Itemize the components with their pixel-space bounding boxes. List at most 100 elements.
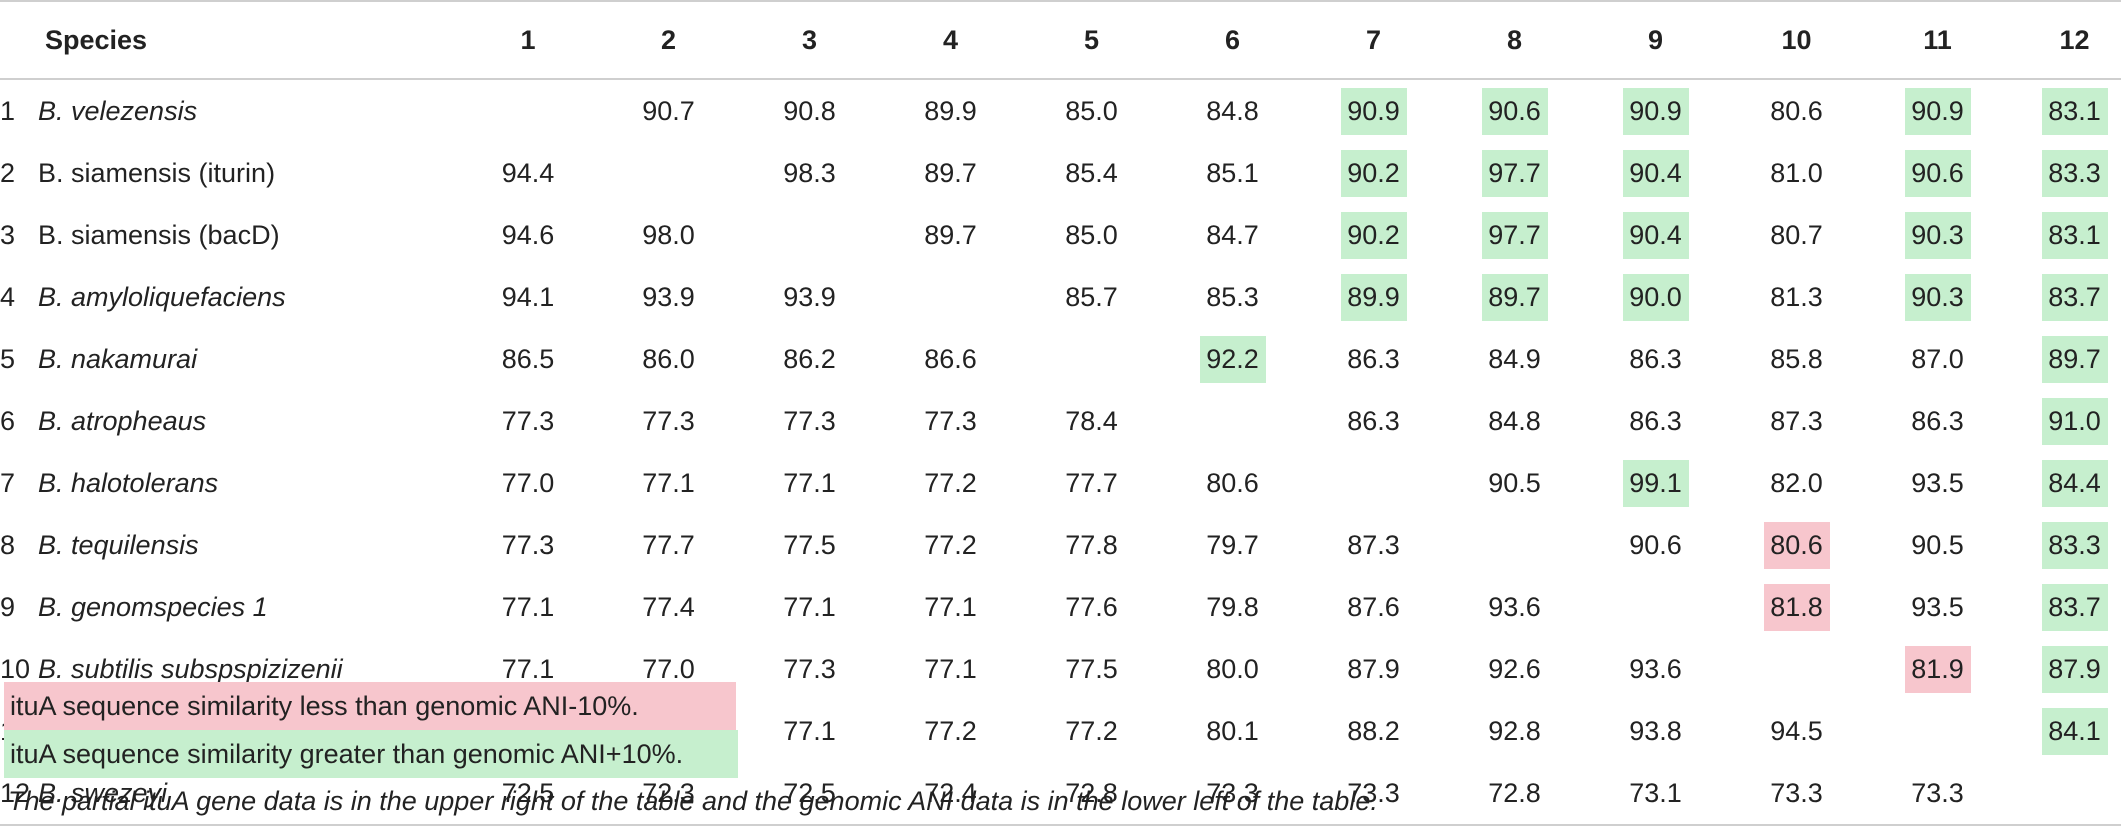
cell-value: 90.5 <box>1911 529 1964 560</box>
table-cell: 93.5 <box>1867 576 2008 638</box>
cell-value: 77.0 <box>642 653 695 684</box>
cell-value-green: 83.7 <box>2041 583 2108 631</box>
table-cell: 89.7 <box>1444 266 1585 328</box>
cell-value-green: 90.2 <box>1340 149 1407 197</box>
table-cell: 77.6 <box>1021 576 1162 638</box>
cell-value: 85.1 <box>1206 157 1259 188</box>
cell-value: 77.1 <box>501 591 555 622</box>
table-cell: 85.0 <box>1021 204 1162 266</box>
table-cell: 86.3 <box>1867 390 2008 452</box>
table-cell: 77.2 <box>880 452 1021 514</box>
cell-value: 86.3 <box>1629 343 1682 374</box>
table-header-row: Species 1 2 3 4 5 6 7 8 9 10 11 12 <box>0 0 2121 80</box>
cell-value: 86.2 <box>783 343 836 374</box>
cell-value: 94.5 <box>1770 715 1823 746</box>
cell-value: 90.7 <box>642 95 695 126</box>
table-cell: 72.5 <box>739 762 881 826</box>
table-cell: 84.8 <box>1162 79 1303 142</box>
cell-value-green: 84.4 <box>2041 459 2108 507</box>
cell-value: 86.3 <box>1629 405 1682 436</box>
cell-value: 72.4 <box>924 777 977 808</box>
cell-value: 98.0 <box>642 219 695 250</box>
cell-value: 87.6 <box>1347 591 1400 622</box>
table-cell: 90.3 <box>1867 204 2008 266</box>
species-name: B. siamensis (bacD) <box>38 219 280 250</box>
table-cell: 77.4 <box>598 576 739 638</box>
legend-green: ituA sequence similarity greater than ge… <box>4 730 738 778</box>
table-cell: 77.3 <box>458 514 598 576</box>
cell-value: 77.2 <box>1065 715 1118 746</box>
table-cell: 98.0 <box>598 204 739 266</box>
column-header-11: 11 <box>1867 0 2009 80</box>
cell-value: 79.7 <box>1206 529 1259 560</box>
table-cell: 92.6 <box>1444 638 1585 700</box>
species-name: B. atropheaus <box>38 405 207 436</box>
table-cell: 88.2 <box>1303 700 1444 762</box>
cell-value: 85.4 <box>1065 157 1118 188</box>
table-cell <box>1444 514 1585 576</box>
cell-value-green: 84.1 <box>2041 707 2108 755</box>
row-index: 4 <box>0 281 16 312</box>
table-cell: 85.8 <box>1726 328 1867 390</box>
table-cell: 90.2 <box>1303 204 1444 266</box>
table-cell: 77.2 <box>880 514 1021 576</box>
cell-value: 77.5 <box>783 529 836 560</box>
cell-value: 84.8 <box>1488 405 1541 436</box>
column-header-3: 3 <box>739 0 881 80</box>
cell-value: 77.1 <box>783 591 836 622</box>
cell-value-green: 89.7 <box>1481 273 1548 321</box>
cell-value-green: 83.1 <box>2041 211 2108 259</box>
cell-value-green: 90.3 <box>1904 273 1971 321</box>
table-row: 2 B. siamensis (iturin) 94.4 98.3 89.7 85.4 85… <box>0 142 2121 204</box>
cell-value-red: 80.6 <box>1763 521 1830 569</box>
species-name: B. amyloliquefaciens <box>38 281 286 312</box>
table-cell: 97.7 <box>1444 204 1585 266</box>
table-row: 5 B. nakamurai 86.5 86.0 86.2 86.6 92.2 86.3 84.… <box>0 328 2121 390</box>
table-cell: 93.9 <box>598 266 739 328</box>
table-cell: 77.5 <box>1021 638 1162 700</box>
cell-value: 78.4 <box>1065 405 1118 436</box>
cell-value: 77.2 <box>924 467 977 498</box>
column-header-8: 8 <box>1444 0 1586 80</box>
cell-value <box>1482 514 1548 561</box>
cell-value: 93.8 <box>1629 715 1682 746</box>
cell-value-green: 89.9 <box>1340 273 1407 321</box>
table-cell: 80.1 <box>1162 700 1303 762</box>
table-cell: 83.1 <box>2008 79 2121 142</box>
cell-value: 89.7 <box>924 157 977 188</box>
cell-value-green: 90.4 <box>1622 149 1689 197</box>
table-cell: 89.9 <box>1303 266 1444 328</box>
table-cell: 90.7 <box>598 79 739 142</box>
cell-value-green: 90.4 <box>1622 211 1689 259</box>
table-cell: 77.1 <box>880 576 1021 638</box>
cell-value <box>2042 762 2108 809</box>
cell-value <box>1905 700 1971 747</box>
column-header-6: 6 <box>1162 0 1304 80</box>
cell-value: 77.1 <box>924 653 977 684</box>
cell-value: 80.6 <box>1770 95 1823 126</box>
table-cell <box>2008 762 2121 826</box>
legend-red: ituA sequence similarity less than genom… <box>4 682 736 730</box>
cell-value: 77.2 <box>924 715 977 746</box>
row-index: 2 <box>0 157 16 188</box>
column-header-9: 9 <box>1585 0 1727 80</box>
table-cell: 80.6 <box>1726 79 1867 142</box>
table-cell: 81.0 <box>1726 142 1867 204</box>
cell-value-green: 97.7 <box>1481 149 1548 197</box>
cell-value: 93.5 <box>1911 591 1964 622</box>
cell-value: 93.5 <box>1911 467 1964 498</box>
cell-value: 87.0 <box>1911 343 1964 374</box>
table-cell: 86.3 <box>1303 390 1444 452</box>
table-row: 10 B. subtilis subspspizizenii 77.1 77.0 77.… <box>0 638 2121 700</box>
table-cell: 89.7 <box>880 204 1021 266</box>
cell-value: 84.9 <box>1488 343 1541 374</box>
cell-value: 77.1 <box>924 591 977 622</box>
cell-value-green: 90.9 <box>1340 87 1407 135</box>
cell-value: 93.6 <box>1488 591 1541 622</box>
cell-value: 77.3 <box>501 405 555 436</box>
cell-value-green: 90.6 <box>1904 149 1971 197</box>
cell-value: 90.8 <box>783 95 836 126</box>
cell-value: 86.3 <box>1347 343 1400 374</box>
table-cell: 77.3 <box>739 638 880 700</box>
